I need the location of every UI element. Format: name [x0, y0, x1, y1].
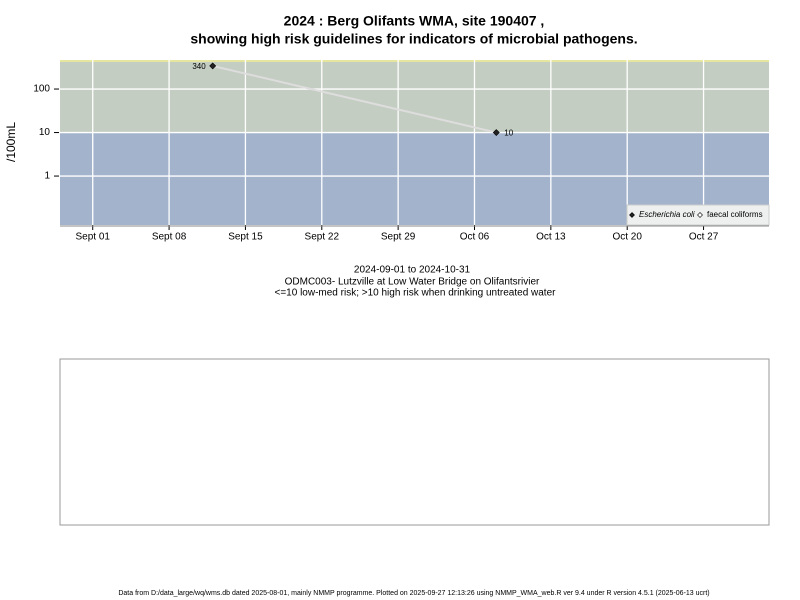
point	[492, 129, 500, 136]
x-tick-label: Oct 13	[536, 232, 566, 243]
x-tick-label: Sept 29	[381, 232, 416, 243]
legend-marker	[697, 212, 703, 218]
chart-subtitle: showing high risk guidelines for indicat…	[190, 31, 637, 47]
y-tick-label: 1	[44, 171, 50, 182]
x-tick-label: Sept 01	[75, 232, 110, 243]
note: ODMC003- Lutzville at Low Water Bridge o…	[285, 277, 540, 288]
x-tick-label: Oct 06	[460, 232, 490, 243]
y-tick-label: 100	[33, 84, 50, 95]
legend-label: faecal coliforms	[707, 210, 763, 219]
x-tick-label: Sept 08	[152, 232, 187, 243]
x-tick-label: Oct 27	[689, 232, 719, 243]
legend-label: Escherichia coli	[639, 210, 695, 219]
legend-marker	[629, 212, 635, 218]
footer: Data from D:/data_large/wq/wms.db dated …	[118, 590, 709, 597]
y-axis-label: /100mL	[4, 122, 18, 162]
data-label: 340	[192, 62, 206, 71]
note: 2024-09-01 to 2024-10-31	[354, 265, 471, 276]
empty-panel	[59, 358, 770, 526]
x-tick-label: Oct 20	[612, 232, 642, 243]
x-tick-label: Sept 22	[305, 232, 340, 243]
y-tick-label: 10	[39, 127, 51, 138]
series-line	[212, 64, 497, 134]
chart-title: 2024 : Berg Olifants WMA, site 190407 ,	[284, 13, 545, 29]
x-tick-label: Sept 15	[228, 232, 263, 243]
note: <=10 low-med risk; >10 high risk when dr…	[275, 288, 557, 299]
data-label: 10	[504, 129, 513, 138]
point	[209, 62, 217, 70]
band-high	[60, 60, 769, 133]
